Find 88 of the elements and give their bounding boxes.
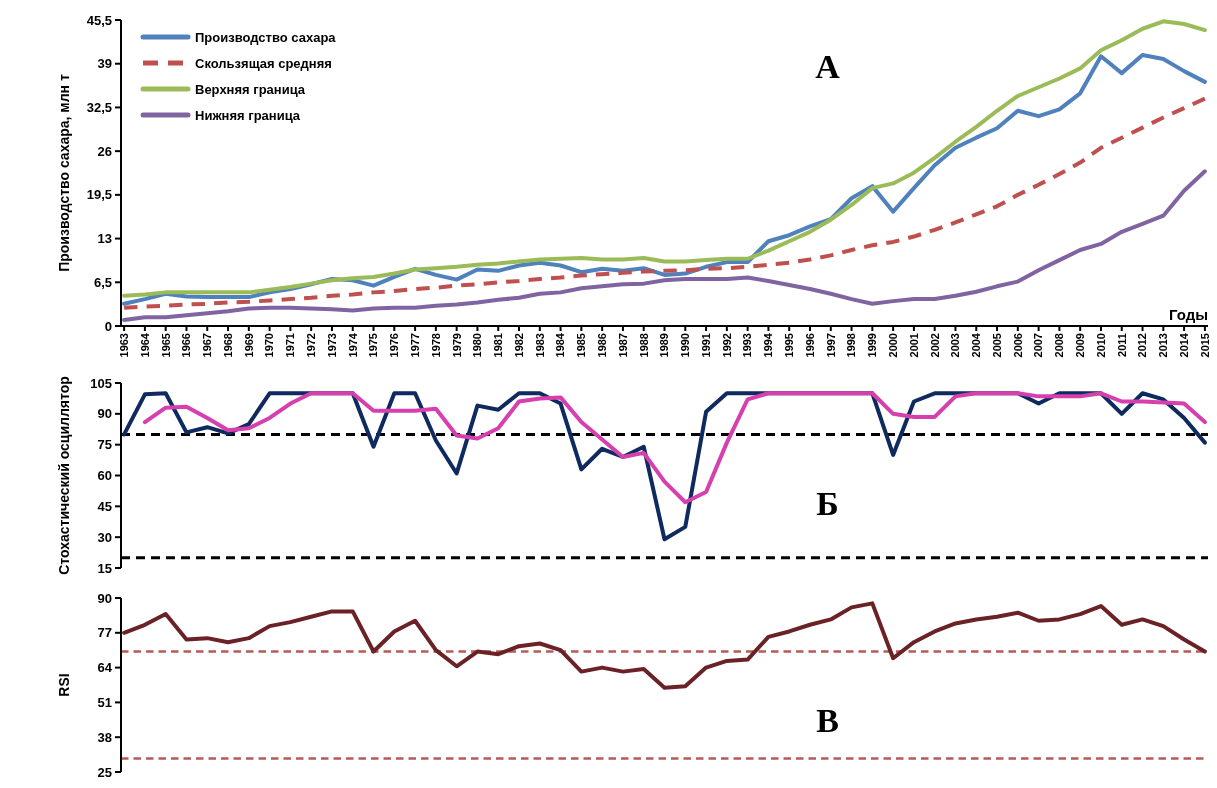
x-tick-label: 2002 [928, 333, 941, 358]
x-tick-label: 2007 [1032, 333, 1045, 358]
x-tick-label: 1985 [575, 333, 588, 358]
x-tick-label: 1963 [117, 333, 130, 358]
y-tick-label: 25 [97, 764, 112, 780]
x-tick-label: 1996 [803, 333, 816, 358]
y-tick-label: 77 [97, 625, 112, 641]
x-tick-label: 1991 [699, 333, 712, 358]
legend-label: Верхняя граница [195, 81, 306, 97]
annotation: В [816, 701, 839, 739]
x-tick-label: 1981 [492, 333, 505, 358]
x-tick-label: 1997 [824, 333, 837, 358]
x-tick-label: 1976 [388, 333, 401, 358]
y-tick-label: 51 [97, 694, 112, 710]
x-tick-label: 1978 [429, 333, 442, 358]
line-series [122, 601, 1207, 690]
y-tick-label: 105 [90, 375, 112, 391]
x-tick-label: 1974 [346, 332, 359, 358]
y-tick-label: 30 [97, 529, 112, 545]
x-tick-label: 1988 [637, 333, 650, 358]
x-tick-label: 1965 [159, 333, 172, 358]
x-tick-label: 2006 [1011, 333, 1024, 358]
x-tick-label: 1987 [616, 333, 629, 358]
y-tick-label: 38 [97, 729, 112, 745]
x-tick-label: 2010 [1094, 333, 1107, 358]
legend-label: Производство сахара [195, 29, 337, 45]
x-tick-label: 1995 [783, 333, 796, 358]
line-series [122, 96, 1207, 310]
y-tick-label: 26 [97, 143, 112, 159]
annotation: Б [816, 485, 839, 523]
x-tick-label: 2008 [1053, 333, 1066, 358]
x-tick-label: 2015 [1198, 333, 1211, 358]
y-axis-title: Стохастический осциллятор [56, 376, 72, 575]
x-tick-label: 2001 [907, 333, 920, 358]
x-tick-label: 1984 [554, 332, 567, 358]
y-tick-label: 45 [97, 498, 112, 514]
x-tick-label: 2012 [1136, 333, 1149, 358]
y-tick-label: 15 [97, 560, 112, 576]
x-tick-label: 2004 [970, 332, 983, 358]
x-tick-label: 1971 [284, 333, 297, 358]
x-tick-label: 2000 [886, 333, 899, 358]
x-tick-label: 2013 [1157, 333, 1170, 358]
x-tick-label: 1994 [762, 332, 775, 358]
y-axis-title: Производство сахара, млн т [56, 74, 72, 272]
legend-label: Скользящая средняя [195, 55, 332, 71]
y-tick-label: 32,5 [86, 99, 112, 115]
x-tick-label: 2003 [949, 333, 962, 358]
x-tick-label: 2014 [1177, 332, 1190, 358]
x-tick-label: 1966 [180, 333, 193, 358]
annotation: А [815, 47, 841, 85]
x-tick-label: 1979 [450, 333, 463, 358]
y-tick-label: 75 [97, 437, 112, 453]
x-tick-label: 2009 [1074, 333, 1087, 358]
x-tick-label: 2011 [1115, 333, 1128, 357]
x-tick-label: 1964 [138, 332, 151, 358]
x-tick-label: 1970 [263, 333, 276, 358]
x-tick-label: 1992 [720, 333, 733, 358]
x-tick-label: 1973 [325, 333, 338, 358]
x-tick-label: 1980 [471, 333, 484, 358]
x-tick-label: 1969 [242, 333, 255, 358]
x-tick-label: 1989 [658, 333, 671, 358]
x-tick-label: 2005 [990, 333, 1003, 358]
legend-label: Нижняя граница [195, 107, 301, 123]
x-tick-label: 1999 [866, 333, 879, 358]
x-tick-label: 1990 [679, 333, 692, 358]
y-tick-label: 6,5 [93, 274, 112, 290]
x-tick-label: 1968 [221, 333, 234, 358]
y-axis-title: RSI [56, 673, 72, 697]
x-tick-label: 1982 [512, 333, 525, 358]
y-tick-label: 39 [97, 56, 112, 72]
y-tick-label: 45,5 [86, 12, 112, 28]
x-tick-label: 1993 [741, 333, 754, 358]
x-tick-label: 1967 [201, 333, 214, 358]
x-tick-label: 1972 [305, 333, 318, 358]
x-tick-label: 1977 [408, 333, 421, 358]
y-tick-label: 19,5 [86, 187, 112, 203]
y-tick-label: 90 [97, 590, 112, 606]
line-series [122, 169, 1207, 322]
x-axis-title: Годы [1168, 306, 1208, 323]
y-tick-label: 0 [104, 318, 112, 334]
y-tick-label: 60 [97, 468, 112, 484]
y-tick-label: 90 [97, 406, 112, 422]
y-tick-label: 64 [97, 660, 113, 676]
x-tick-label: 1983 [533, 333, 546, 358]
x-tick-label: 1975 [367, 333, 380, 358]
y-tick-label: 13 [97, 231, 112, 247]
x-tick-label: 1998 [845, 333, 858, 358]
x-tick-label: 1986 [596, 333, 608, 358]
